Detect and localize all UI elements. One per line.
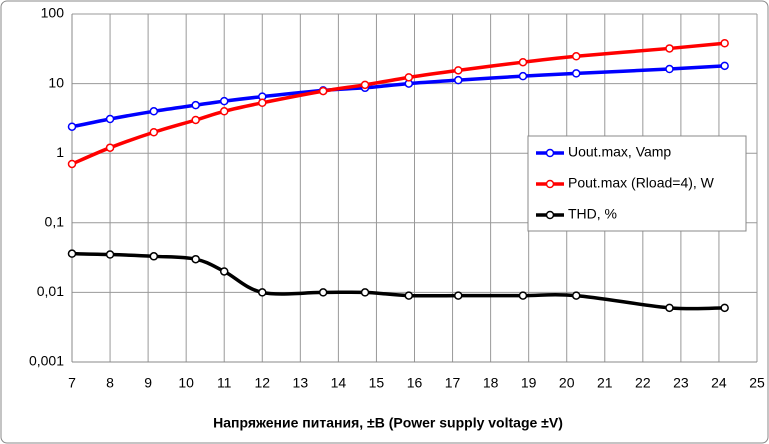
data-point — [67, 122, 77, 131]
data-point — [105, 143, 115, 152]
data-point — [360, 288, 370, 297]
legend-label: Uout.max, Vamp — [568, 144, 671, 160]
y-tick-label: 0,1 — [45, 214, 65, 230]
legend-marker — [545, 179, 555, 189]
x-tick-label: 22 — [635, 375, 651, 391]
x-axis-label: Напряжение питания, ±В (Power supply vol… — [213, 415, 563, 431]
x-tick-label: 21 — [597, 375, 613, 391]
data-point — [149, 127, 159, 137]
data-point — [67, 249, 77, 258]
x-tick-label: 24 — [711, 375, 727, 391]
data-point — [454, 75, 463, 85]
x-tick-label: 10 — [178, 375, 194, 391]
x-tick-label: 9 — [144, 375, 152, 391]
x-tick-label: 25 — [749, 375, 765, 391]
legend-label: Pout.max (Rload=4), W — [568, 175, 715, 191]
x-tick-label: 8 — [106, 375, 114, 391]
x-tick-label: 11 — [217, 375, 232, 391]
data-point — [219, 96, 229, 106]
x-tick-label: 7 — [68, 375, 76, 391]
data-point — [318, 288, 328, 297]
data-point — [720, 38, 729, 48]
data-point — [318, 86, 328, 96]
data-point — [571, 69, 581, 78]
data-point — [665, 44, 674, 53]
y-tick-label: 1 — [56, 144, 64, 160]
x-tick-label: 12 — [254, 375, 270, 391]
x-tick-label: 19 — [521, 375, 537, 391]
y-tick-label: 0,001 — [29, 353, 64, 369]
data-point — [105, 250, 115, 259]
data-point — [665, 303, 674, 313]
legend-label: THD, % — [568, 206, 617, 222]
x-tick-label: 23 — [673, 375, 689, 391]
data-point — [219, 107, 229, 116]
y-tick-label: 10 — [48, 74, 64, 90]
data-point — [258, 98, 267, 108]
data-point — [404, 73, 414, 82]
data-point — [191, 115, 200, 125]
y-tick-label: 0,01 — [37, 283, 64, 299]
x-tick-label: 15 — [369, 375, 385, 391]
data-point — [571, 52, 581, 61]
data-point — [571, 291, 581, 300]
legend-marker — [545, 148, 555, 158]
x-tick-label: 20 — [559, 375, 575, 391]
data-point — [149, 107, 159, 116]
data-point — [191, 254, 200, 264]
x-tick-label: 13 — [293, 375, 309, 391]
x-tick-label: 18 — [483, 375, 499, 391]
x-tick-label: 17 — [445, 375, 461, 391]
data-point — [191, 100, 200, 110]
data-point — [720, 61, 729, 71]
legend-box — [527, 135, 747, 232]
data-point — [105, 114, 115, 124]
data-point — [258, 288, 267, 297]
data-point — [67, 159, 77, 169]
data-point — [720, 303, 729, 313]
data-point — [360, 80, 370, 90]
x-tick-label: 14 — [331, 375, 347, 391]
legend-marker — [545, 210, 555, 220]
data-point — [149, 252, 159, 261]
y-tick-label: 100 — [41, 5, 65, 21]
data-point — [518, 57, 528, 67]
data-point — [518, 71, 528, 81]
data-point — [454, 291, 463, 300]
data-point — [665, 64, 674, 74]
data-point — [518, 291, 528, 300]
data-point — [454, 66, 463, 75]
x-tick-label: 16 — [407, 375, 423, 391]
data-point — [404, 291, 414, 300]
data-point — [219, 267, 229, 276]
